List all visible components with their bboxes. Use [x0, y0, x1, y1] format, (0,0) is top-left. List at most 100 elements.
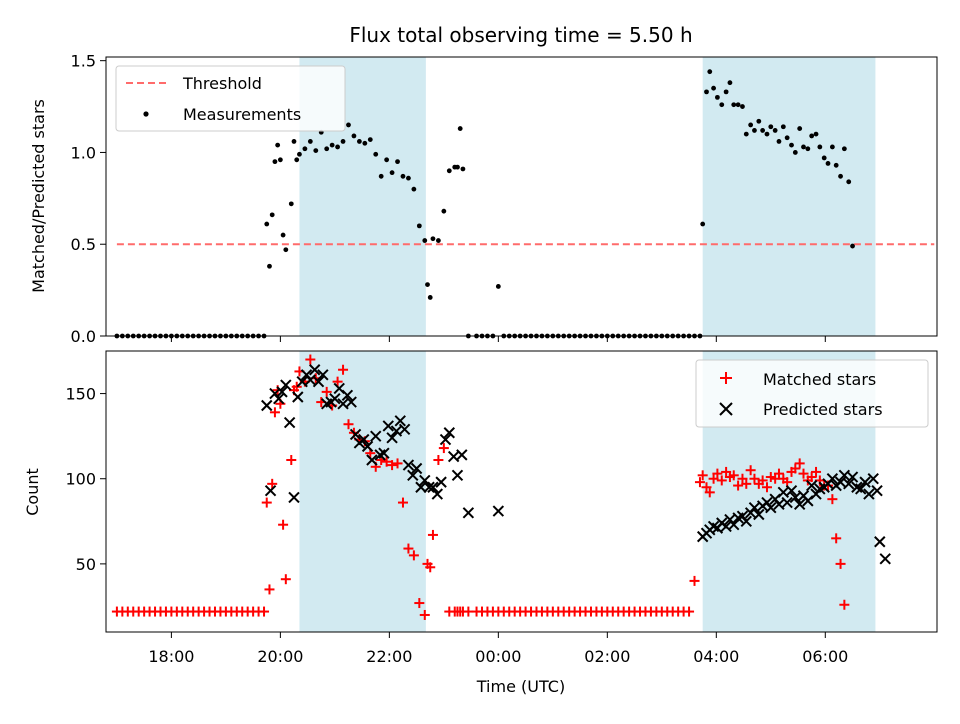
measurement-point	[395, 159, 400, 165]
measurement-point	[291, 139, 297, 144]
matched-star-point	[689, 575, 700, 586]
matched-star-point	[701, 482, 712, 493]
predicted-star-point	[805, 479, 818, 492]
measurement-point	[495, 284, 501, 289]
measurement-point	[422, 238, 428, 243]
matched-star-point	[280, 574, 291, 585]
predicted-star-point	[366, 454, 378, 466]
matched-star-point	[433, 454, 444, 465]
measurement-point	[743, 131, 749, 137]
matched-star-point	[381, 456, 392, 467]
ratio-panel-legend: Threshold Measurements	[115, 65, 346, 132]
matched-star-point	[397, 497, 408, 508]
predicted-star-point	[765, 501, 777, 514]
measurement-point	[833, 162, 839, 168]
measurement-point	[731, 102, 737, 108]
measurement-point	[378, 173, 384, 179]
matched-star-point	[721, 466, 732, 477]
predicted-star-point	[349, 428, 362, 441]
predicted-star-point	[431, 488, 444, 500]
measurement-point	[789, 142, 794, 148]
matched-star-point	[794, 458, 805, 469]
measurement-point	[346, 122, 351, 128]
matched-star-point	[392, 458, 403, 469]
measurement-point	[455, 164, 460, 170]
measurement-point	[280, 232, 286, 238]
predicted-star-point	[753, 508, 765, 521]
predicted-star-point	[394, 415, 406, 427]
measurement-point	[283, 247, 289, 253]
matched-star-point	[737, 473, 748, 484]
measurement-point	[764, 131, 770, 137]
matched-star-point	[827, 494, 838, 505]
counts-panel-frame	[105, 350, 938, 633]
measurement-point	[457, 126, 463, 131]
matched-star-point	[438, 443, 449, 454]
matched-star-point	[338, 364, 349, 375]
x-tick-label: 06:00	[802, 647, 848, 666]
measurement-point	[335, 144, 340, 150]
shaded-interval	[299, 351, 426, 632]
counts-panel-y-ticks: 50 100 150	[65, 385, 106, 574]
measurement-point	[700, 221, 706, 227]
y-tick-label: 1.5	[71, 52, 96, 71]
predicted-star-point	[415, 481, 427, 493]
predicted-star-point	[843, 478, 855, 490]
x-axis-title: Time (UTC)	[476, 677, 565, 696]
matched-star-point	[765, 472, 776, 483]
ratio-panel-frame	[105, 56, 938, 337]
matched-star-point	[704, 487, 715, 498]
chart-title: Flux total observing time = 5.50 h	[349, 23, 692, 47]
x-tick-label: 04:00	[693, 647, 739, 666]
x-tick-label: 00:00	[475, 647, 521, 666]
measurement-point	[846, 179, 852, 185]
measurement-point	[850, 243, 855, 249]
predicted-star-point	[781, 496, 793, 509]
predicted-star-point	[308, 364, 321, 376]
matched-star-point	[773, 468, 784, 479]
matched-star-point	[728, 470, 739, 481]
measurements-legend-label: Measurements	[183, 105, 301, 124]
measurement-point	[430, 236, 436, 242]
measurement-point	[719, 102, 725, 108]
matched-star-point	[261, 497, 272, 508]
measurement-point	[406, 175, 411, 181]
predicted-star-point	[386, 432, 398, 444]
predicted-star-point	[435, 476, 447, 488]
measurement-point	[297, 151, 302, 157]
measurement-point	[269, 212, 275, 218]
matched-star-point	[278, 519, 289, 530]
measurement-point	[821, 155, 827, 161]
counts-panel-legend: Matched stars Predicted stars	[695, 359, 929, 428]
predicted-star-point	[370, 430, 382, 442]
matched-star-point	[425, 562, 436, 573]
matched-star-point	[343, 419, 354, 430]
matched-star-point	[259, 606, 270, 617]
counts-panel-shaded-intervals	[299, 351, 876, 632]
predicted-star-point	[826, 473, 839, 485]
measurement-point	[711, 85, 716, 91]
measurement-point	[805, 146, 811, 152]
matched-stars-legend-label: Matched stars	[763, 370, 876, 389]
measurement-point	[384, 157, 390, 163]
matched-star-point	[749, 473, 760, 484]
matched-star-point	[267, 478, 278, 489]
matched-star-point	[694, 477, 705, 488]
predicted-star-point	[361, 440, 374, 453]
matched-star-point	[291, 381, 302, 392]
measurement-point	[727, 80, 733, 86]
measurement-point	[264, 221, 270, 227]
measurement-point	[714, 94, 720, 100]
y-tick-label: 1.0	[71, 143, 96, 162]
counts-panel: 50 100 150 18:00 20:00 22:00 00:00 02:00 04:00 0…	[23, 350, 938, 696]
matched-star-point	[835, 558, 846, 569]
matched-star-point	[811, 466, 822, 477]
measurement-point	[324, 146, 330, 152]
measurement-point	[416, 223, 422, 229]
measurement-point	[411, 186, 417, 192]
measurement-point	[389, 170, 395, 176]
predicted-star-point	[867, 473, 879, 485]
predicted-star-point	[859, 476, 871, 488]
measurement-point	[329, 142, 335, 148]
matched-star-point	[264, 584, 275, 595]
